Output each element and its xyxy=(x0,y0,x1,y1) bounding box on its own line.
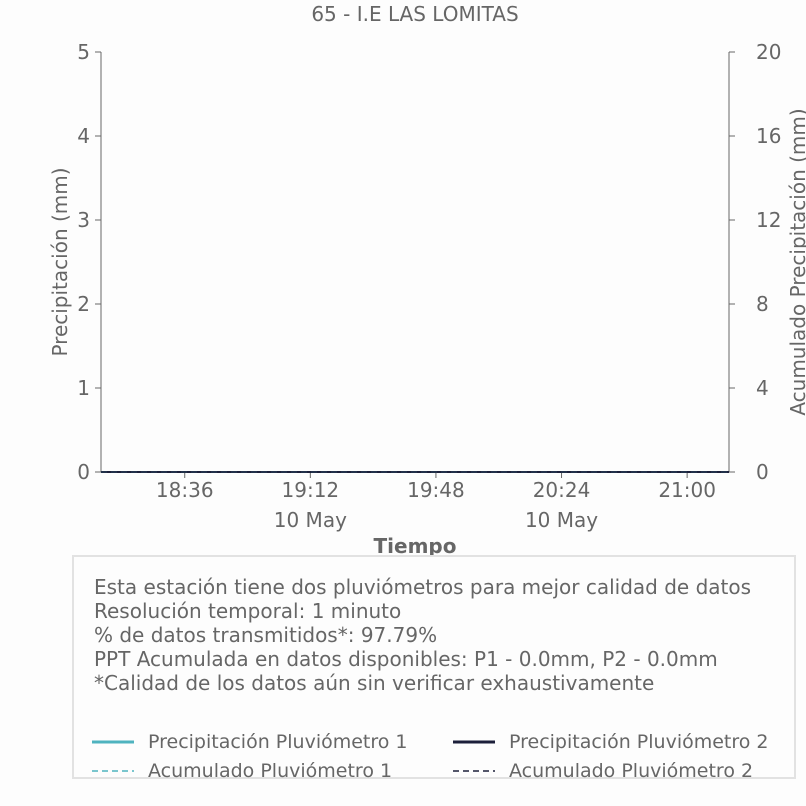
info-line-resolution: Resolución temporal: 1 minuto xyxy=(94,599,402,623)
legend-swatch-acc1 xyxy=(92,770,134,772)
legend-label-acc2: Acumulado Pluviómetro 2 xyxy=(509,760,754,782)
y-tick-label: 0 xyxy=(77,460,90,484)
legend-label-acc1: Acumulado Pluviómetro 1 xyxy=(148,760,393,782)
legend-swatch-acc2 xyxy=(453,770,495,772)
y2-tick-label: 0 xyxy=(756,460,769,484)
x-tick-label: 18:36 xyxy=(156,478,214,502)
x-tick-label: 21:00 xyxy=(658,478,716,502)
legend-label-p2: Precipitación Pluviómetro 2 xyxy=(509,731,769,753)
y2-axis-label: Acumulado Precipitación (mm) xyxy=(786,108,806,415)
y-tick-label: 2 xyxy=(77,292,90,316)
info-box: Esta estación tiene dos pluviómetros par… xyxy=(72,555,796,782)
info-text: Esta estación tiene dos pluviómetros par… xyxy=(94,575,751,695)
y2-tick-label: 12 xyxy=(756,208,781,232)
y2-tick-label: 16 xyxy=(756,124,781,148)
info-line-transmitted: % de datos transmitidos*: 97.79% xyxy=(94,623,438,647)
y-tick-label: 5 xyxy=(77,40,90,64)
legend: Precipitación Pluviómetro 1 Precipitació… xyxy=(92,729,792,782)
chart-title: 65 - I.E LAS LOMITAS xyxy=(311,2,518,26)
y2-tick-label: 4 xyxy=(756,376,769,400)
precipitation-chart: 65 - I.E LAS LOMITAS 01234504812162018:3… xyxy=(48,2,806,558)
x-tick-label: 20:24 xyxy=(533,478,591,502)
y-tick-label: 4 xyxy=(77,124,90,148)
legend-label-p1: Precipitación Pluviómetro 1 xyxy=(148,731,408,753)
x-tick-date-label: 10 May xyxy=(525,508,598,532)
x-tick-label: 19:48 xyxy=(407,478,465,502)
y-tick-label: 1 xyxy=(77,376,90,400)
info-line-accumulated: PPT Acumulada en datos disponibles: P1 -… xyxy=(94,647,718,671)
x-axis-label: Tiempo xyxy=(374,534,457,558)
y2-tick-label: 8 xyxy=(756,292,769,316)
y2-tick-label: 20 xyxy=(756,40,781,64)
x-tick-label: 19:12 xyxy=(282,478,340,502)
info-line-quality-note: *Calidad de los datos aún sin verificar … xyxy=(94,671,655,695)
y-tick-label: 3 xyxy=(77,208,90,232)
legend-swatch-p1 xyxy=(92,740,134,744)
info-line-dual-gauge: Esta estación tiene dos pluviómetros par… xyxy=(94,575,752,599)
legend-swatch-p2 xyxy=(453,740,495,744)
y-axis-label: Precipitación (mm) xyxy=(48,167,72,356)
x-tick-date-label: 10 May xyxy=(274,508,347,532)
